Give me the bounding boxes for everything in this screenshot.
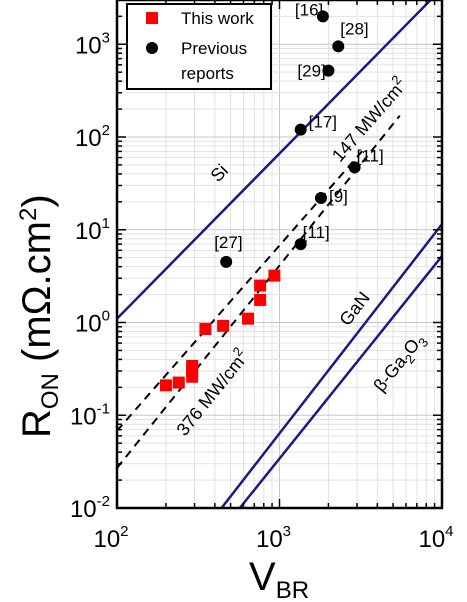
legend-label-previous: Previous: [181, 39, 247, 58]
legend: This work Previous reports: [126, 3, 272, 90]
point-this-work: [217, 319, 230, 332]
legend-label-this-work: This work: [181, 9, 254, 28]
point-previous-report: [294, 123, 307, 136]
x-axis-title-main: V: [249, 555, 276, 599]
point-previous-report: [332, 40, 345, 53]
y-axis-title-sup: 2: [15, 208, 42, 221]
point-ref-label: [27]: [214, 233, 242, 252]
y-tick-label: 10-2: [70, 493, 110, 523]
legend-marker-previous: [146, 42, 158, 54]
y-tick-label: 102: [75, 122, 110, 152]
y-axis-title-rest: (mΩ.cm: [15, 221, 59, 373]
y-tick-label: 103: [75, 29, 110, 59]
y-axis-title: RON (mΩ.cm2): [15, 194, 64, 438]
point-this-work: [199, 323, 212, 336]
point-this-work: [254, 293, 267, 306]
point-ref-label: [9]: [329, 187, 348, 206]
point-this-work: [242, 312, 255, 325]
point-previous-report: [316, 10, 329, 23]
point-this-work: [254, 279, 267, 292]
limit-line: [117, 115, 401, 469]
point-previous-report: [314, 191, 327, 204]
limit-line: [220, 223, 442, 508]
x-tick-label: 103: [256, 523, 291, 553]
point-previous-report: [322, 64, 335, 77]
x-tick-label: 102: [93, 523, 128, 553]
y-tick-label: 100: [75, 308, 110, 338]
y-axis-title-sub: ON: [37, 373, 64, 409]
point-this-work: [172, 376, 185, 389]
y-tick-label: 10-1: [70, 400, 110, 430]
point-previous-report: [294, 238, 307, 251]
point-this-work: [186, 359, 199, 372]
line-label: Si: [207, 160, 232, 185]
point-ref-label: [29]: [297, 62, 325, 81]
legend-label-reports: reports: [181, 64, 234, 83]
point-ref-label: [11]: [303, 223, 330, 242]
limit-line: [117, 0, 433, 320]
limit-line: [238, 255, 442, 508]
x-axis-title-sub: BR: [276, 577, 309, 602]
legend-marker-this-work: [146, 12, 158, 24]
x-axis-title: VBR: [249, 555, 309, 602]
y-axis-title-end: ): [15, 194, 59, 207]
point-ref-label: [17]: [309, 113, 337, 132]
point-ref-label: [28]: [340, 19, 368, 38]
y-tick-label: 101: [75, 215, 110, 245]
x-tick-label: 104: [418, 523, 453, 553]
y-axis-title-main: R: [15, 409, 59, 438]
point-this-work: [268, 269, 281, 282]
data-points: [159, 10, 361, 392]
point-ref-label: [11]: [357, 146, 384, 165]
point-ref-label: [16]: [295, 0, 323, 19]
point-previous-report: [220, 255, 233, 268]
point-this-work: [159, 379, 172, 392]
axis-ticks: 102 103 104 10-2 10-1 100 101 102 103: [70, 0, 454, 553]
point-previous-report: [348, 161, 361, 174]
line-label: 376 MW/cm2: [169, 344, 252, 440]
